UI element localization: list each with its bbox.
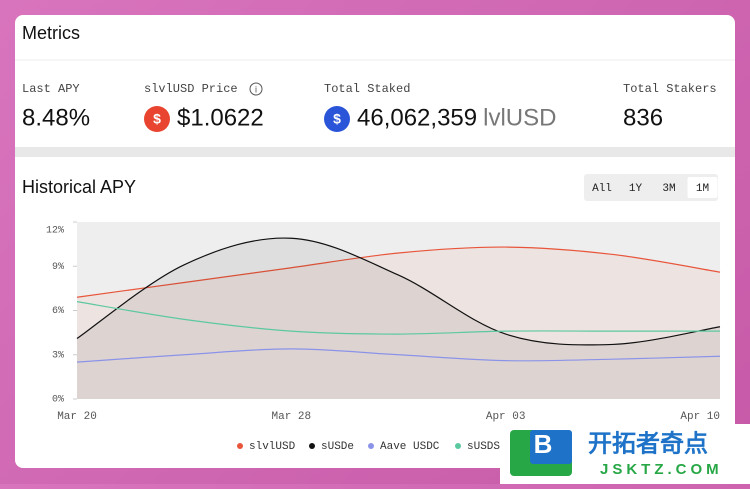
logo-inner [530, 430, 572, 464]
metric-value: 8.48% [22, 104, 90, 131]
range-active [687, 177, 718, 198]
metric-label: Total Stakers [623, 82, 717, 96]
watermark-url: JSKTZ.COM [600, 461, 723, 478]
coin-symbol: $ [153, 111, 161, 127]
chart-title: Historical APY [22, 177, 136, 197]
x-tick-label: Apr 03 [486, 411, 526, 423]
range-button[interactable]: All [592, 183, 612, 195]
metric-value: 46,062,359 [357, 104, 477, 131]
area [77, 238, 720, 399]
legend-swatch [237, 443, 243, 449]
range-group [584, 174, 718, 201]
legend-swatch [309, 443, 315, 449]
coin-symbol: $ [333, 111, 341, 127]
legend-label: slvlUSD [249, 441, 296, 453]
metric-value: 836 [623, 104, 663, 131]
watermark: B 开拓者奇点 JSKTZ.COM [500, 424, 750, 484]
watermark-title: 开拓者奇点 [588, 429, 708, 457]
line [76, 301, 720, 335]
info-i: i [255, 84, 257, 94]
legend-label: sUSDe [321, 441, 354, 453]
line [76, 348, 721, 363]
legend-label: sUSDS [467, 441, 500, 453]
logo-letter: B [534, 429, 553, 459]
section-title: Metrics [22, 23, 80, 43]
legend-swatch [455, 443, 461, 449]
chart: 0% 3% 6% 9% 12% Mar 20 Mar 28 Apr 03 Apr 10 slvlU… [46, 221, 721, 453]
legend-label: Aave USDC [380, 441, 440, 453]
line [76, 246, 721, 298]
metric-unit: lvlUSD [483, 104, 556, 131]
y-tick-label: 0% [52, 395, 64, 406]
metrics: Last APY 8.48% slvlUSD Price $ i $1.0622 Total… [22, 82, 717, 132]
metric-label: slvlUSD Price [144, 82, 238, 96]
metric-label: Total Staked [324, 82, 410, 96]
range-button[interactable]: 1Y [629, 183, 643, 195]
range-button[interactable]: 1M [696, 183, 709, 195]
y-tick-label: 12% [46, 226, 64, 237]
ranges: All 1Y 3M 1M [592, 177, 718, 198]
x-tick-label: Mar 28 [272, 411, 312, 423]
x-tick-label: Mar 20 [57, 411, 97, 423]
y-tick-label: 3% [52, 350, 64, 361]
range-button[interactable]: 3M [662, 183, 675, 195]
coin-icon [324, 106, 350, 132]
metric-value: $1.0622 [177, 104, 264, 131]
plot-area [77, 222, 720, 399]
y-tick-label: 9% [52, 262, 64, 273]
info-icon [249, 82, 263, 96]
coin-icon [144, 106, 170, 132]
metric-label: Last APY [22, 82, 80, 96]
band [15, 147, 735, 157]
legend-swatch [368, 443, 374, 449]
line [76, 237, 721, 346]
x-tick-label: Apr 10 [680, 411, 720, 423]
y-tick-label: 6% [52, 306, 64, 317]
